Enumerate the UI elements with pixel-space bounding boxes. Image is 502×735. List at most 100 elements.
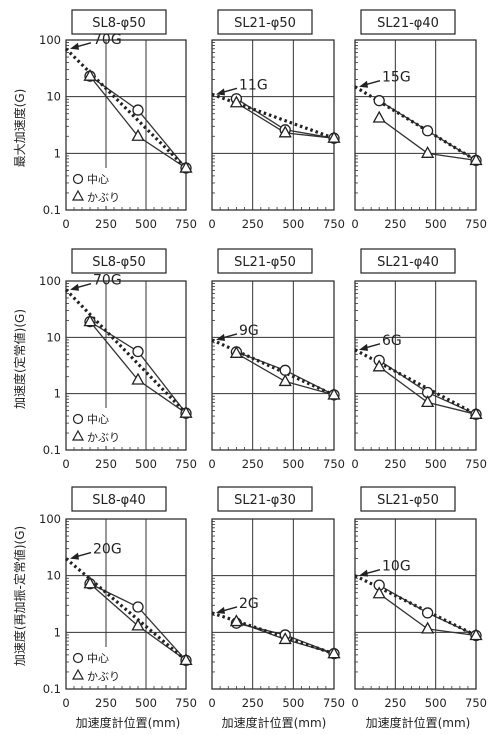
x-tick-label: 750	[175, 696, 197, 710]
panel-title: SL21-φ50	[377, 493, 439, 508]
panel-title: SL21-φ40	[377, 255, 439, 270]
marker-cover	[421, 621, 435, 634]
annotation-label: 10G	[382, 559, 411, 575]
annotation-arrowhead	[216, 88, 225, 96]
legend-cover-label: かぶり	[87, 670, 120, 683]
x-tick-label: 500	[282, 457, 304, 471]
panel-title-box	[217, 9, 313, 35]
annotation-arrowhead	[70, 283, 79, 291]
marker-cover	[372, 359, 386, 372]
legend-cover-label: かぶり	[87, 191, 120, 204]
marker-cover	[278, 125, 292, 138]
trend-line	[64, 557, 188, 662]
y-tick-label: 10	[46, 330, 61, 344]
marker-center	[132, 601, 144, 613]
x-tick-label: 750	[175, 217, 197, 231]
marker-cover	[327, 646, 341, 659]
x-tick-label: 750	[465, 696, 487, 710]
x-tick-label: 750	[323, 217, 345, 231]
legend-cover-marker	[71, 429, 85, 441]
marker-cover	[179, 653, 193, 666]
y-tick-label: 1	[54, 387, 61, 401]
marker-center	[421, 607, 434, 619]
x-tick-label: 750	[323, 457, 345, 471]
marker-center	[373, 95, 385, 107]
x-tick-label: 0	[62, 457, 69, 471]
marker-cover	[179, 160, 193, 173]
marker-cover	[469, 153, 483, 166]
x-tick-label: 750	[323, 696, 345, 710]
y-tick-label: 0.1	[43, 443, 61, 457]
panel-title-box	[360, 248, 456, 274]
x-tick-label: 0	[62, 217, 69, 231]
x-tick-label: 500	[135, 457, 157, 471]
y-tick-label: 100	[39, 33, 61, 47]
marker-cover	[278, 374, 292, 387]
annotation-label: 11G	[239, 77, 268, 93]
marker-center	[421, 125, 434, 137]
marker-cover	[179, 405, 193, 418]
y-tick-label: 100	[39, 274, 61, 288]
chart-panel: SL21-φ30 0 250 500 750 2G	[208, 486, 345, 710]
x-axis-label-col2: 加速度計位置(mm)	[222, 715, 327, 730]
panel-title: SL8-φ50	[92, 16, 146, 31]
legend-center-marker	[72, 652, 84, 664]
annotation-label: 20G	[93, 542, 122, 558]
panel-title: SL8-φ40	[92, 493, 146, 508]
marker-cover	[83, 576, 97, 589]
annotation-arrowhead	[359, 569, 368, 577]
x-tick-label: 500	[282, 696, 304, 710]
marker-center	[132, 345, 144, 358]
x-tick-label: 0	[351, 457, 358, 471]
y-tick-label: 1	[54, 146, 61, 160]
marker-cover	[83, 314, 97, 327]
annotation-arrowhead	[359, 343, 368, 351]
x-axis-label-col3: 加速度計位置(mm)	[366, 715, 471, 730]
x-tick-label: 250	[95, 457, 117, 471]
y-tick-label: 10	[46, 569, 61, 583]
marker-cover	[469, 628, 483, 641]
panel-title-box	[71, 486, 167, 512]
x-tick-label: 0	[351, 696, 358, 710]
x-tick-label: 0	[208, 217, 215, 231]
y-axis-label-row2: 加速度(定常値)(G)	[12, 309, 27, 409]
marker-cover	[131, 372, 145, 385]
panel-title: SL21-φ40	[377, 16, 439, 31]
marker-cover	[421, 145, 435, 158]
legend-center-marker	[72, 413, 84, 425]
x-tick-label: 750	[465, 457, 487, 471]
chart-panel: SL21-φ40 0 250 500 750 15G	[351, 9, 487, 231]
x-tick-label: 500	[135, 217, 157, 231]
annotation-arrowhead	[359, 80, 368, 88]
x-tick-label: 250	[95, 696, 117, 710]
panel-title: SL21-φ30	[234, 493, 296, 508]
x-tick-label: 0	[351, 217, 358, 231]
x-tick-label: 250	[384, 696, 406, 710]
annotation-label: 15G	[382, 70, 411, 86]
legend-cover-marker	[71, 189, 85, 201]
annotation-label: 70G	[93, 273, 122, 289]
y-tick-label: 0.1	[43, 203, 61, 217]
x-tick-label: 0	[62, 696, 69, 710]
marker-center	[132, 104, 144, 116]
legend-center-label: 中心	[87, 173, 109, 186]
marker-cover	[229, 95, 243, 108]
chart-panel: SL21-φ50 0 250 500 750 10G	[351, 486, 487, 710]
annotation-label: 6G	[382, 333, 402, 349]
x-tick-label: 750	[465, 217, 487, 231]
plot-frame	[211, 518, 335, 690]
chart-panel: SL21-φ50 0 250 500 750 9G	[208, 248, 345, 471]
x-axis-label-col1: 加速度計位置(mm)	[76, 715, 181, 730]
x-tick-label: 250	[242, 457, 264, 471]
y-label-row3: 加速度(再加振-定常値)(G)	[12, 526, 27, 666]
y-tick-label: 10	[46, 90, 61, 104]
annotation-arrowhead	[70, 552, 79, 560]
y-label-row2: 加速度(定常値)(G)	[12, 309, 27, 409]
y-tick-label: 100	[39, 512, 61, 526]
x-tick-label: 500	[425, 217, 447, 231]
x-tick-label: 250	[384, 217, 406, 231]
